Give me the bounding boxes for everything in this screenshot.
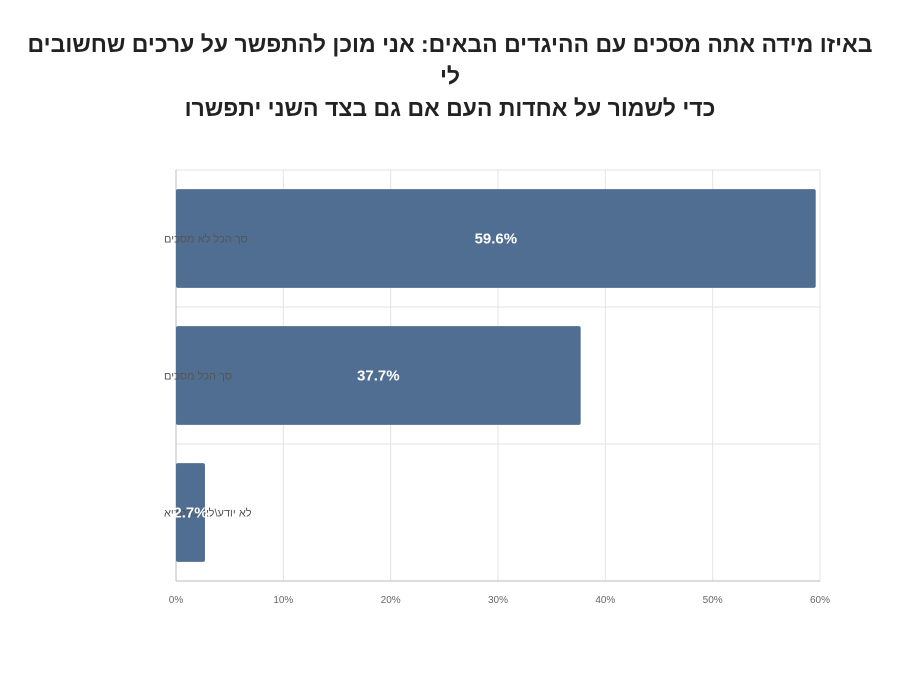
- data-label: 37.7%: [357, 368, 400, 385]
- bar: [176, 189, 816, 288]
- x-tick-label: 20%: [381, 595, 401, 606]
- category-label: סך הכל מסכים: [164, 370, 232, 383]
- chart-title-line-2: כדי לשמור על אחדות העם אם גם בצד השני ית…: [184, 95, 716, 121]
- chart-title: באיזו מידה אתה מסכים עם ההיגדים הבאים: א…: [20, 28, 880, 124]
- category-label: לא יודע\לא להקריא: [164, 507, 252, 520]
- bar: [176, 326, 581, 425]
- x-tick-label: 30%: [488, 595, 508, 606]
- x-tick-label: 10%: [273, 595, 293, 606]
- data-label: 2.7%: [173, 505, 207, 522]
- data-label: 59.6%: [475, 231, 518, 248]
- x-tick-label: 40%: [595, 595, 615, 606]
- chart-title-line-1: באיזו מידה אתה מסכים עם ההיגדים הבאים: א…: [27, 31, 873, 89]
- category-label: סך הכל לא מסכים: [164, 233, 248, 246]
- x-tick-label: 0%: [169, 595, 184, 606]
- bar: [176, 463, 205, 562]
- x-tick-label: 50%: [703, 595, 723, 606]
- x-tick-label: 60%: [810, 595, 830, 606]
